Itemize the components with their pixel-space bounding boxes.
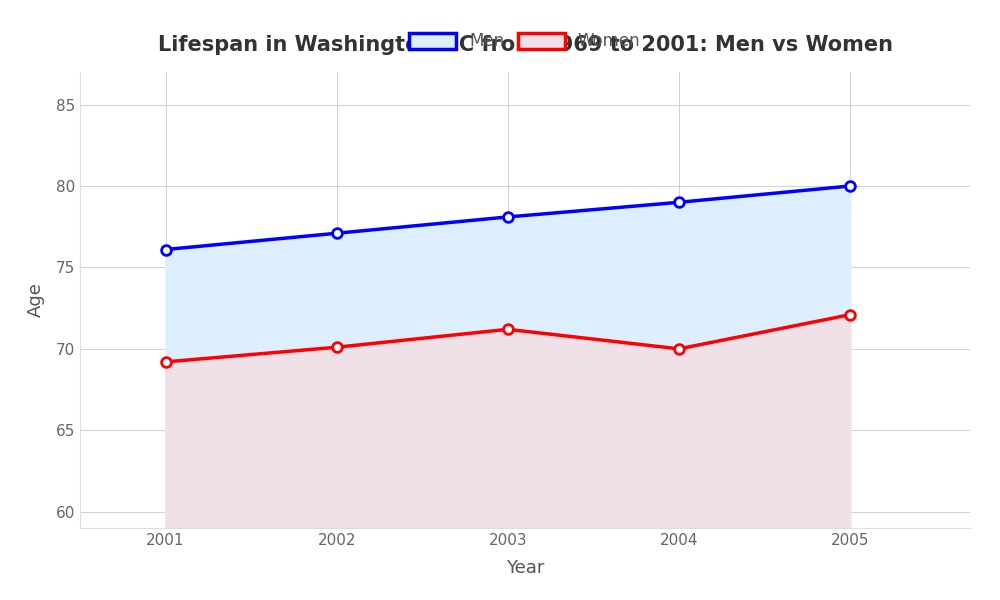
X-axis label: Year: Year: [506, 559, 544, 577]
Title: Lifespan in Washington DC from 1969 to 2001: Men vs Women: Lifespan in Washington DC from 1969 to 2…: [158, 35, 893, 55]
Y-axis label: Age: Age: [27, 283, 45, 317]
Legend: Men, Women: Men, Women: [403, 26, 647, 57]
